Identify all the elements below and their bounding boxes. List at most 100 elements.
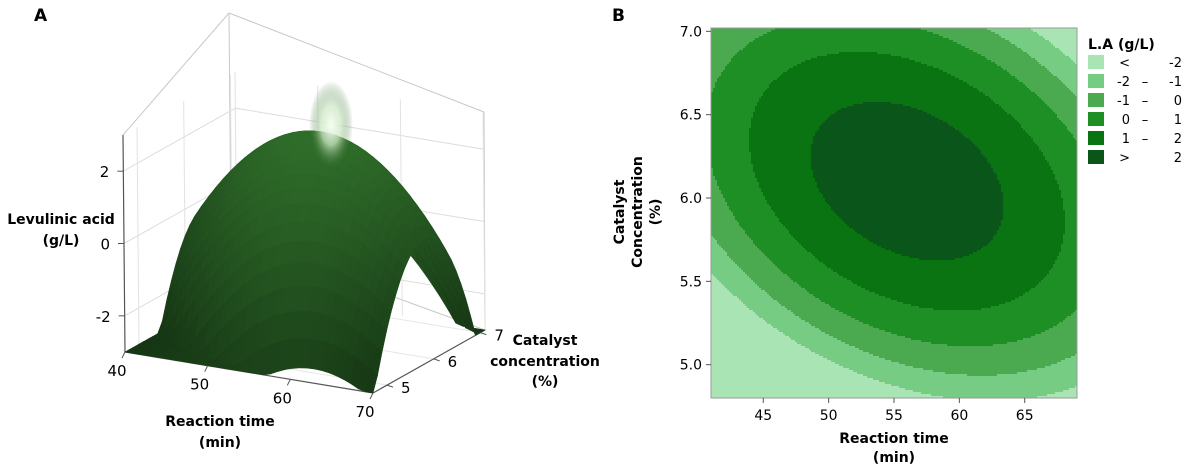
contour-cell — [727, 304, 730, 307]
contour-cell — [713, 216, 716, 219]
contour-cell — [717, 304, 720, 307]
contour-cell — [725, 78, 728, 81]
panel-b-label: B — [612, 6, 625, 26]
contour-cell — [717, 224, 720, 227]
contour-cell — [711, 138, 714, 141]
contour-cell — [719, 314, 722, 317]
contour-cell — [717, 142, 720, 145]
contour-cell — [715, 258, 718, 261]
contour-cell — [711, 128, 714, 131]
contour-cell — [729, 224, 732, 227]
contour-cell — [731, 248, 734, 251]
contour-cell — [723, 340, 726, 343]
contour-cell — [715, 386, 718, 389]
contour-cell — [731, 144, 734, 147]
contour-cell — [731, 66, 734, 69]
contour-cell — [715, 64, 718, 67]
contour-cell — [727, 190, 730, 193]
contour-cell — [713, 242, 716, 245]
contour-cell — [729, 324, 732, 327]
contour-cell — [719, 202, 722, 205]
contour-cell — [727, 144, 730, 147]
contour-cell — [723, 370, 726, 373]
contour-cell — [721, 216, 724, 219]
back-grid-line — [235, 107, 484, 150]
contour-cell — [715, 86, 718, 89]
contour-cell — [719, 154, 722, 157]
contour-cell — [723, 282, 726, 285]
panel-b: B 45 50 55 60 65 5.05.56.06.57.0 Reaction ti… — [612, 6, 1182, 466]
contour-cell — [725, 124, 728, 127]
contour-cell — [713, 70, 716, 73]
contour-cell — [717, 208, 720, 211]
contour-cell — [729, 336, 732, 339]
contour-cell — [713, 228, 716, 231]
contour-cell — [723, 146, 726, 149]
contour-cell — [713, 336, 716, 339]
box-edge-top-right — [228, 12, 485, 113]
contour-cell — [713, 108, 716, 111]
contour-cell — [713, 32, 716, 35]
contour-cell — [719, 84, 722, 87]
contour-cell — [727, 338, 730, 341]
contour-cell — [715, 124, 718, 127]
contour-cell — [725, 98, 728, 101]
contour-cell — [723, 376, 726, 379]
contour-cell — [721, 58, 724, 61]
contour-cell — [719, 142, 722, 145]
contour-cell — [721, 104, 724, 107]
contour-cell — [729, 220, 732, 223]
contour-cell — [731, 378, 734, 381]
contour-cell — [723, 140, 726, 143]
contour-cell — [711, 80, 714, 83]
contour-cell — [721, 344, 724, 347]
contour-cell — [727, 284, 730, 287]
contour-cell — [711, 348, 714, 351]
contour-cell — [731, 342, 734, 345]
contour-cell — [733, 82, 736, 85]
contour-cell — [729, 314, 732, 317]
contour-cell — [733, 130, 736, 133]
contour-cell — [733, 88, 736, 91]
contour-cell — [711, 254, 714, 257]
contour-cell — [717, 376, 720, 379]
contour-cell — [715, 338, 718, 341]
contour-cell — [719, 360, 722, 363]
contour-cell — [733, 92, 736, 95]
contour-cell — [725, 278, 728, 281]
contour-cell — [723, 276, 726, 279]
contour-cell — [733, 42, 736, 45]
contour-cell — [725, 384, 728, 387]
contour-cell — [715, 198, 718, 201]
contour-cell — [731, 64, 734, 67]
y-tick-label: 6 — [448, 353, 458, 371]
contour-cell — [729, 154, 732, 157]
contour-cell — [733, 74, 736, 77]
contour-cell — [719, 342, 722, 345]
contour-cell — [731, 386, 734, 389]
contour-cell — [725, 156, 728, 159]
contour-cell — [711, 40, 714, 43]
contour-cell — [729, 254, 732, 257]
contour-cell — [725, 294, 728, 297]
contour-cell — [731, 338, 734, 341]
contour-cell — [731, 210, 734, 213]
contour-cell — [717, 60, 720, 63]
contour-cell — [719, 268, 722, 271]
contour-cell — [719, 48, 722, 51]
contour-cell — [731, 228, 734, 231]
contour-cell — [725, 386, 728, 389]
contour-cell — [731, 198, 734, 201]
contour-cell — [723, 274, 726, 277]
contour-cell — [727, 232, 730, 235]
contour-cell — [723, 356, 726, 359]
contour-cell — [725, 262, 728, 265]
contour-cell — [719, 386, 722, 389]
contour-cell — [717, 182, 720, 185]
contour-cell — [715, 368, 718, 371]
contour-cell — [733, 134, 736, 137]
contour-cell — [713, 380, 716, 383]
contour-cell — [715, 40, 718, 43]
z-axis-ticks: -202 — [96, 163, 125, 326]
contour-cell — [725, 36, 728, 39]
